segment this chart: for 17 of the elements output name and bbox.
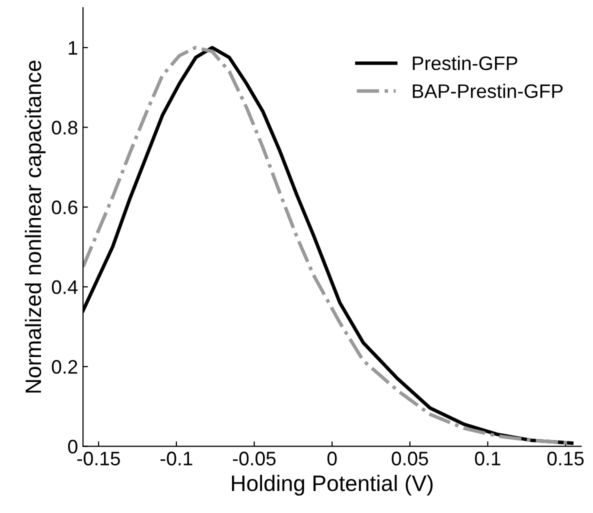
x-tick-label: 0.1 (474, 452, 500, 466)
x-tick-label: -0.15 (77, 452, 120, 466)
x-tick-label: 0.05 (392, 452, 428, 466)
y-tick-label: 0.4 (52, 280, 78, 294)
y-tick-label: 1 (68, 41, 78, 55)
y-tick-label: 0.8 (52, 120, 78, 135)
y-tick-label: 0 (68, 440, 78, 454)
x-tick-label: -0.1 (160, 452, 192, 466)
y-tick-label: 0.6 (52, 200, 78, 214)
x-tick-label: -0.05 (232, 452, 276, 466)
x-tick-label: 0 (327, 452, 337, 466)
x-axis-title: Holding Potential (V) (232, 474, 433, 496)
legend-label: BAP-Prestin-GFP (412, 84, 563, 98)
x-tick-label: 0.15 (547, 452, 584, 466)
y-tick-label: 0.2 (52, 360, 78, 374)
y-axis-title: Normalized nonlinear capacitance (24, 60, 46, 393)
legend-label: Prestin-GFP (412, 56, 518, 70)
